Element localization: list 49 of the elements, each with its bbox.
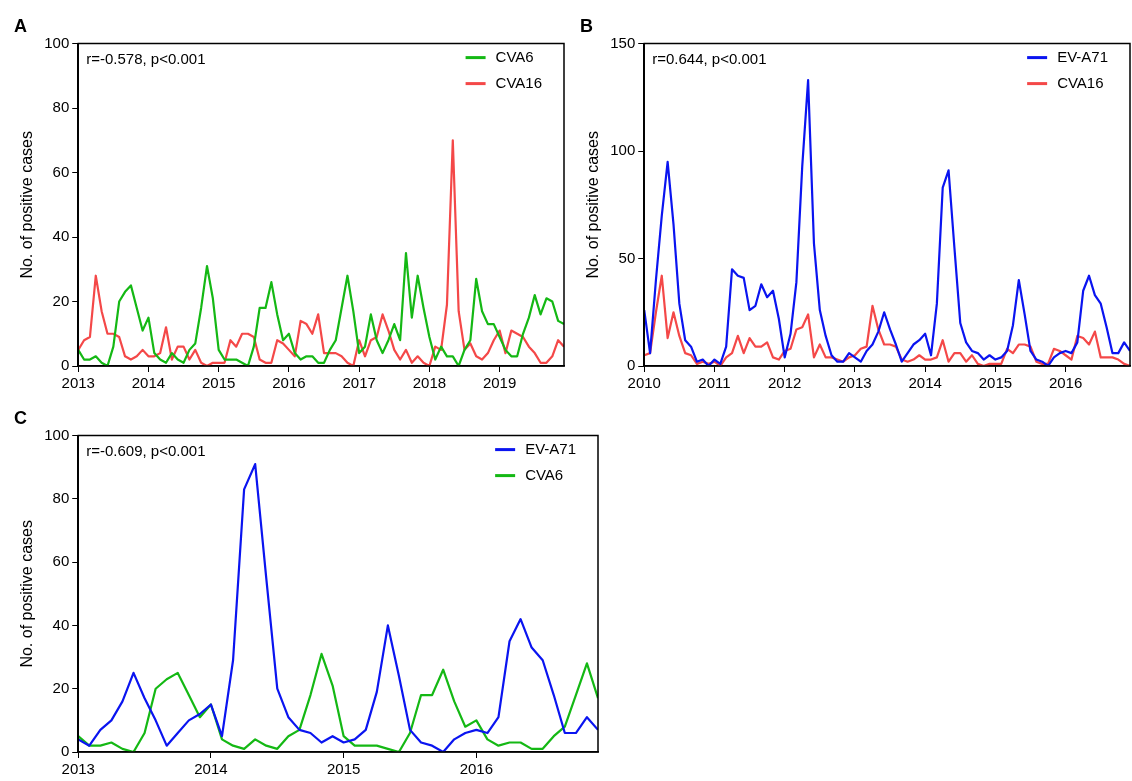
chart-title: B	[580, 15, 593, 36]
y-tick-label: 0	[626, 356, 636, 374]
y-tick-label: 50	[618, 248, 636, 266]
x-tick-label: 2014	[908, 374, 942, 392]
x-tick-label: 2016	[459, 760, 494, 778]
y-tick-label: 20	[52, 678, 70, 696]
annotation: r=-0.609, p<0.001	[86, 441, 206, 459]
y-axis-title: No. of positive cases	[584, 130, 602, 279]
y-tick-label: 40	[52, 227, 70, 245]
x-tick-label: 2014	[194, 760, 228, 778]
x-tick-label: 2018	[412, 374, 447, 392]
legend-label: EV-A71	[1057, 47, 1109, 65]
y-tick-label: 100	[44, 425, 70, 443]
x-tick-label: 2017	[342, 374, 376, 392]
x-tick-label: 2016	[272, 374, 306, 392]
y-tick-label: 80	[52, 98, 70, 116]
x-tick-label: 2016	[1048, 374, 1083, 392]
chart-title: A	[14, 15, 27, 36]
y-tick-label: 150	[610, 33, 636, 51]
y-tick-label: 60	[52, 162, 70, 180]
legend-label: EV-A71	[525, 439, 577, 457]
annotation: r=0.644, p<0.001	[652, 49, 767, 67]
legend-label: CVA16	[495, 73, 543, 91]
x-tick-label: 2012	[768, 374, 802, 392]
x-tick-label: 2013	[61, 760, 95, 778]
y-tick-label: 80	[52, 489, 70, 507]
x-tick-label: 2015	[326, 760, 361, 778]
x-tick-label: 2015	[202, 374, 236, 392]
legend-label: CVA16	[1057, 73, 1104, 91]
legend-label: CVA6	[495, 47, 534, 65]
y-tick-label: 100	[44, 33, 70, 51]
y-tick-label: 20	[52, 291, 70, 309]
y-tick-label: 100	[610, 141, 636, 159]
x-tick-label: 2014	[131, 374, 166, 392]
x-tick-label: 2011	[698, 374, 731, 392]
x-tick-label: 2013	[838, 374, 872, 392]
legend-label: CVA6	[525, 465, 564, 483]
y-tick-label: 0	[60, 356, 70, 374]
y-axis-title: No. of positive cases	[18, 130, 36, 279]
x-tick-label: 2019	[482, 374, 517, 392]
x-tick-label: 2010	[627, 374, 661, 392]
x-tick-label: 2015	[978, 374, 1013, 392]
y-axis-title: No. of positive cases	[18, 519, 36, 668]
x-tick-label: 2013	[61, 374, 95, 392]
annotation: r=-0.578, p<0.001	[86, 49, 206, 67]
y-tick-label: 40	[52, 615, 70, 633]
y-tick-label: 60	[52, 552, 70, 570]
chart-title: C	[14, 407, 27, 428]
y-tick-label: 0	[60, 742, 70, 760]
